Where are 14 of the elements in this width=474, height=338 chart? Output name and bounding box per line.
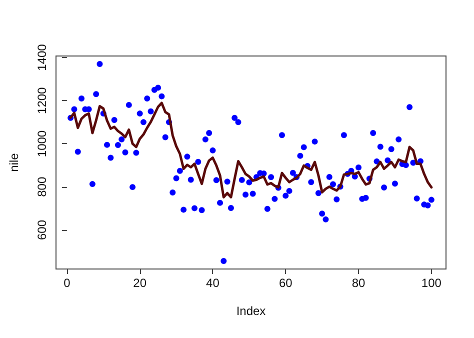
x-axis-title: Index bbox=[236, 304, 266, 318]
y-tick-label: 1200 bbox=[35, 86, 49, 114]
y-tick-label: 1400 bbox=[35, 44, 49, 71]
y-tick-label: 800 bbox=[35, 176, 49, 197]
x-tick-label: 80 bbox=[352, 276, 366, 290]
x-tick-label: 100 bbox=[421, 276, 442, 290]
x-tick-label: 0 bbox=[64, 276, 71, 290]
x-tick-label: 40 bbox=[206, 276, 220, 290]
y-tick-label: 1000 bbox=[35, 130, 49, 158]
x-tick-label: 60 bbox=[278, 276, 293, 290]
x-tick-label: 20 bbox=[133, 276, 147, 290]
y-tick-label: 600 bbox=[35, 220, 49, 240]
y-axis-title: nile bbox=[7, 152, 21, 172]
line-series bbox=[69, 102, 433, 198]
